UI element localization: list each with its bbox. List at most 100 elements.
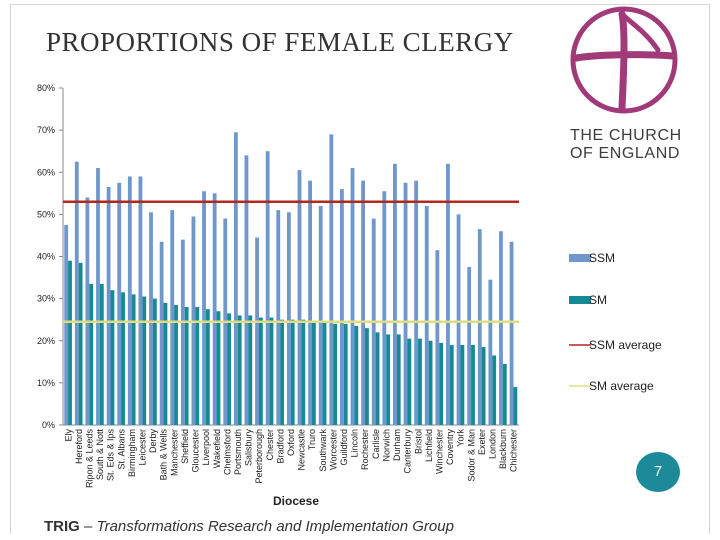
sm-bar: [121, 292, 125, 425]
sm-bar: [375, 332, 380, 425]
sm-bar: [471, 344, 475, 425]
sm-bar: [290, 319, 295, 425]
sm-bar: [248, 315, 253, 425]
ssm-bar: [393, 163, 397, 425]
y-tick-label: 40%: [37, 252, 55, 262]
x-tick-label: Winchester: [434, 429, 444, 474]
ssm-bar: [127, 176, 132, 425]
slide-title: PROPORTIONS OF FEMALE CLERGY: [46, 27, 514, 57]
sm-bar: [131, 294, 136, 425]
sm-bar: [481, 347, 486, 425]
x-tick-label: Exeter: [477, 429, 487, 455]
x-tick-label: Salisbury: [244, 429, 254, 467]
ssm-bar: [244, 155, 249, 425]
x-tick-label: St. Eds & Ips: [106, 429, 116, 482]
x-tick-label: Carlisle: [371, 429, 381, 459]
footer: TRIG – Transformations Research and Impl…: [44, 518, 454, 535]
ssm-bar: [382, 191, 387, 425]
x-tick-label: Chelmsford: [222, 429, 232, 475]
ssm-bar: [286, 212, 291, 425]
sm-bar: [460, 344, 465, 425]
sm-bar: [99, 283, 104, 425]
y-tick-label: 0%: [42, 420, 55, 430]
frame-right: [709, 4, 710, 534]
ssm-bar: [488, 279, 493, 425]
y-tick-label: 10%: [37, 378, 55, 388]
ssm-bar: [509, 241, 514, 425]
page-number-badge: 7: [636, 452, 680, 492]
ssm-bar: [138, 176, 143, 425]
legend-label: SM: [589, 293, 607, 307]
sm-bar: [322, 321, 327, 425]
ssm-bar: [117, 182, 122, 425]
ssm-bar: [255, 237, 259, 425]
ssm-bar: [170, 210, 175, 425]
ssm-bar: [467, 267, 472, 425]
logo-cross-flourish: [619, 11, 661, 53]
sm-bar: [110, 290, 115, 425]
x-tick-label: Gloucester: [191, 429, 201, 473]
ssm-bar: [424, 205, 429, 425]
x-tick-label: London: [487, 429, 497, 459]
ssm-bar: [446, 163, 450, 425]
sm-bar: [174, 304, 178, 425]
ssm-bar: [477, 229, 482, 425]
sm-bar: [354, 326, 359, 425]
sm-bar: [418, 338, 422, 425]
ssm-bar: [265, 151, 270, 425]
x-tick-label: Peterborough: [254, 429, 264, 484]
sm-bar: [258, 317, 263, 425]
sm-bar: [396, 334, 401, 425]
y-tick-label: 60%: [37, 167, 55, 177]
sm-bar: [78, 262, 83, 425]
x-tick-label: Truro: [307, 429, 317, 450]
sm-bar: [407, 338, 412, 425]
x-tick-label: Coventry: [445, 429, 455, 466]
y-tick-label: 20%: [37, 336, 55, 346]
x-tick-label: Worcester: [328, 429, 338, 470]
sm-bar: [227, 313, 231, 425]
ssm-bar: [96, 168, 100, 425]
ssm-bar: [339, 189, 344, 425]
sm-bar: [163, 302, 168, 425]
x-tick-label: Bradford: [275, 429, 285, 464]
x-tick-label: Chichester: [509, 429, 519, 472]
sm-bar: [205, 309, 210, 425]
x-tick-label: Liverpool: [201, 429, 211, 466]
ssm-bar: [350, 168, 355, 425]
x-tick-label: Leicester: [138, 429, 148, 466]
chart-bars: [64, 132, 518, 425]
ssm-bar: [414, 180, 419, 425]
x-tick-label: Bristol: [413, 429, 423, 454]
ssm-bar: [149, 212, 153, 425]
x-tick-label: Wakefield: [212, 429, 222, 468]
sm-bar: [386, 334, 391, 425]
chart-legend: SSM SM SSM average SM average: [569, 251, 662, 393]
ssm-bar: [308, 180, 312, 425]
x-tick-label: Lichfield: [424, 429, 434, 462]
sm-bar: [492, 355, 497, 425]
x-axis-title: Diocese: [273, 494, 319, 508]
x-tick-label: Oxford: [286, 429, 296, 456]
legend-label: SSM: [589, 251, 615, 265]
x-tick-label: Rochester: [360, 429, 370, 470]
frame-left: [10, 4, 11, 534]
logo-cross-vertical: [618, 10, 628, 112]
sm-bar: [311, 321, 316, 425]
ssm-bar: [74, 161, 79, 425]
footer-acronym: TRIG: [44, 518, 80, 535]
x-tick-label: Guildford: [339, 429, 349, 466]
x-tick-label: Canterbury: [403, 429, 413, 474]
x-tick-label: Portsmouth: [233, 429, 243, 475]
sm-bar: [184, 307, 189, 425]
sm-bar: [216, 311, 221, 425]
logo-text-line1: THE CHURCH: [570, 127, 682, 144]
chart-average-lines: [63, 200, 519, 324]
ssm-bar: [276, 210, 281, 425]
y-tick-label: 70%: [37, 125, 55, 135]
sm-bar: [89, 283, 94, 425]
x-tick-label: Lincoln: [350, 429, 360, 458]
x-tick-label: Blackburn: [498, 429, 508, 469]
ssm-bar: [85, 197, 90, 425]
